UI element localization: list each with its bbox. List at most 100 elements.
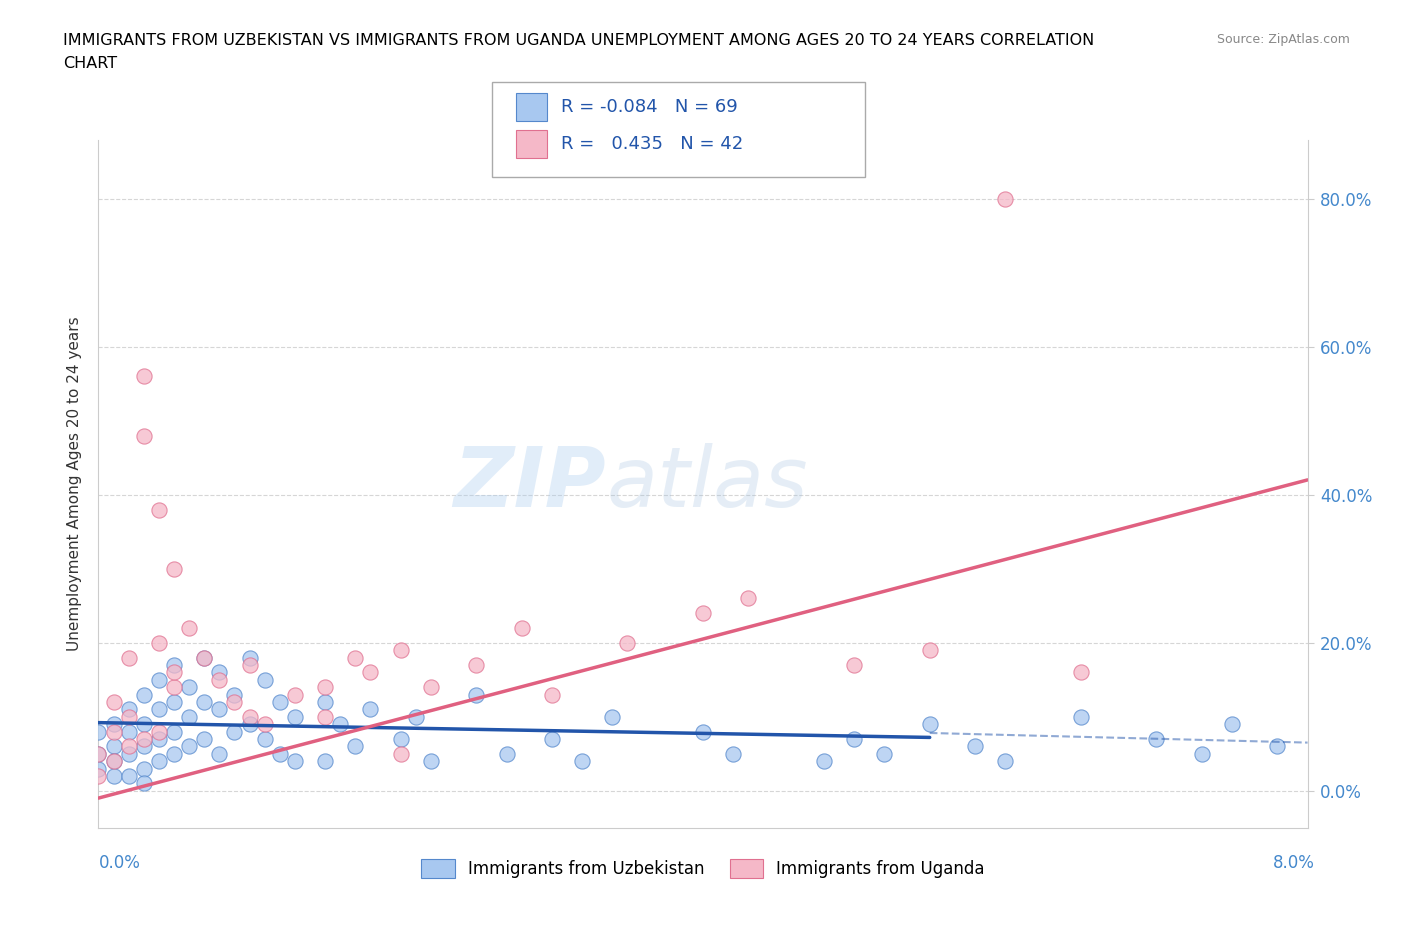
Point <box>118 710 141 724</box>
Point <box>329 717 352 732</box>
Point <box>344 650 367 665</box>
Text: 8.0%: 8.0% <box>1272 854 1315 872</box>
Text: R =   0.435   N = 42: R = 0.435 N = 42 <box>561 135 744 153</box>
Point <box>314 753 336 768</box>
Point <box>389 732 412 747</box>
Point <box>284 753 307 768</box>
Point <box>118 746 141 761</box>
Point <box>163 746 186 761</box>
Point <box>148 635 170 650</box>
Point <box>148 732 170 747</box>
Point <box>208 746 231 761</box>
Point <box>269 695 291 710</box>
Point <box>737 591 759 605</box>
Point <box>541 687 564 702</box>
Point <box>87 768 110 783</box>
Y-axis label: Unemployment Among Ages 20 to 24 years: Unemployment Among Ages 20 to 24 years <box>67 316 83 651</box>
Point <box>723 746 745 761</box>
Point <box>239 650 262 665</box>
Point <box>314 695 336 710</box>
Point <box>132 687 155 702</box>
Point <box>148 672 170 687</box>
Point <box>239 658 262 672</box>
Point <box>103 753 125 768</box>
Point <box>239 710 262 724</box>
Point <box>87 724 110 739</box>
Point <box>193 732 215 747</box>
Point <box>87 761 110 776</box>
Point <box>224 695 246 710</box>
Point <box>148 502 170 517</box>
Point <box>1070 710 1092 724</box>
Point <box>314 680 336 695</box>
Point <box>103 738 125 753</box>
Point <box>179 738 201 753</box>
Point <box>844 658 866 672</box>
Point <box>965 738 987 753</box>
Point <box>541 732 564 747</box>
Point <box>132 428 155 443</box>
Point <box>602 710 624 724</box>
Point <box>239 717 262 732</box>
Point <box>692 724 714 739</box>
Text: atlas: atlas <box>606 443 808 525</box>
Point <box>103 695 125 710</box>
Point <box>179 680 201 695</box>
Point <box>148 724 170 739</box>
Point <box>132 776 155 790</box>
Text: ZIP: ZIP <box>454 443 606 525</box>
Point <box>253 732 276 747</box>
Legend: Immigrants from Uzbekistan, Immigrants from Uganda: Immigrants from Uzbekistan, Immigrants f… <box>415 852 991 884</box>
Point <box>103 768 125 783</box>
Text: IMMIGRANTS FROM UZBEKISTAN VS IMMIGRANTS FROM UGANDA UNEMPLOYMENT AMONG AGES 20 : IMMIGRANTS FROM UZBEKISTAN VS IMMIGRANTS… <box>63 33 1094 47</box>
Point <box>118 702 141 717</box>
Point <box>994 753 1017 768</box>
Point <box>495 746 517 761</box>
Point <box>132 732 155 747</box>
Point <box>1267 738 1289 753</box>
Point <box>87 746 110 761</box>
Point <box>208 672 231 687</box>
Point <box>132 717 155 732</box>
Point <box>314 710 336 724</box>
Point <box>132 738 155 753</box>
Text: 0.0%: 0.0% <box>98 854 141 872</box>
Point <box>118 768 141 783</box>
Point <box>284 710 307 724</box>
Point <box>224 724 246 739</box>
Point <box>360 665 382 680</box>
Point <box>994 192 1017 206</box>
Point <box>344 738 367 753</box>
Point <box>208 702 231 717</box>
Point <box>389 643 412 658</box>
Point <box>420 680 443 695</box>
Text: Source: ZipAtlas.com: Source: ZipAtlas.com <box>1216 33 1350 46</box>
Point <box>179 620 201 635</box>
Point <box>163 695 186 710</box>
Point <box>208 665 231 680</box>
Point <box>844 732 866 747</box>
Point <box>163 665 186 680</box>
Point <box>103 717 125 732</box>
Point <box>420 753 443 768</box>
Point <box>193 650 215 665</box>
Point <box>148 702 170 717</box>
Point <box>163 658 186 672</box>
Point <box>103 753 125 768</box>
Text: R = -0.084   N = 69: R = -0.084 N = 69 <box>561 98 738 116</box>
Point <box>193 695 215 710</box>
Text: CHART: CHART <box>63 56 117 71</box>
Point <box>465 687 488 702</box>
Point <box>163 724 186 739</box>
Point <box>1070 665 1092 680</box>
Point <box>253 672 276 687</box>
Point <box>269 746 291 761</box>
Point <box>389 746 412 761</box>
Point <box>1146 732 1168 747</box>
Point <box>465 658 488 672</box>
Point <box>224 687 246 702</box>
Point <box>148 753 170 768</box>
Point <box>163 680 186 695</box>
Point <box>405 710 427 724</box>
Point <box>813 753 835 768</box>
